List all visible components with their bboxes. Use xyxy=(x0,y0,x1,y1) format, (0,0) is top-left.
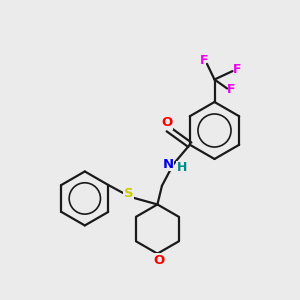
Text: O: O xyxy=(153,254,164,267)
Text: S: S xyxy=(124,187,134,200)
Text: N: N xyxy=(163,158,174,171)
Text: F: F xyxy=(233,63,241,76)
Text: O: O xyxy=(161,116,172,129)
Text: F: F xyxy=(227,83,236,97)
Text: H: H xyxy=(176,161,187,174)
Text: F: F xyxy=(200,54,209,67)
